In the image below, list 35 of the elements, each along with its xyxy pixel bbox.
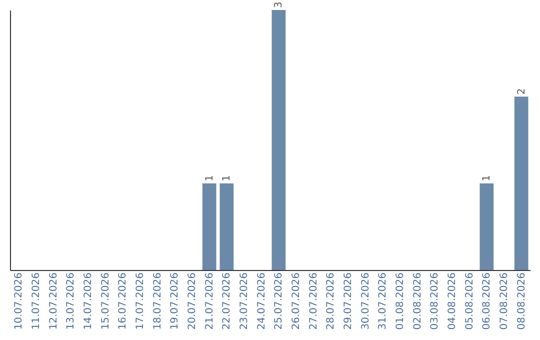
x-tick-label: 11.07.2026 — [31, 272, 42, 330]
x-tick-label: 08.08.2026 — [516, 272, 528, 330]
x-tick-label: 17.07.2026 — [135, 272, 146, 330]
data-label: 1 — [222, 174, 233, 182]
x-tick-label: 06.08.2026 — [482, 272, 493, 330]
x-tick-label: 31.07.2026 — [378, 272, 389, 330]
x-tick-label: 29.07.2026 — [343, 272, 354, 330]
x-tick-label: 15.07.2026 — [100, 272, 112, 330]
x-tick-label: 30.07.2026 — [360, 272, 372, 330]
x-tick-label: 25.07.2026 — [274, 272, 285, 330]
x-tick-label: 28.07.2026 — [326, 272, 337, 330]
x-tick-label: 12.07.2026 — [48, 272, 60, 330]
x-tick-label: 05.08.2026 — [464, 272, 476, 330]
data-label: 3 — [274, 2, 285, 8]
x-tick-label: 04.08.2026 — [447, 272, 458, 330]
x-tick-label: 20.07.2026 — [187, 272, 198, 330]
x-tick-label: 22.07.2026 — [222, 272, 233, 330]
x-tick-label: 10.07.2026 — [14, 272, 25, 330]
x-tick-label: 27.07.2026 — [308, 272, 320, 330]
x-tick-label: 01.08.2026 — [395, 272, 406, 330]
x-tick-label: 16.07.2026 — [118, 272, 129, 330]
x-tick-label: 19.07.2026 — [170, 272, 181, 330]
x-tick-label: 03.08.2026 — [430, 272, 441, 330]
x-tick-label: 02.08.2026 — [412, 272, 424, 330]
x-tick-label: 13.07.2026 — [66, 272, 77, 330]
x-tick-label: 21.07.2026 — [204, 272, 216, 330]
x-tick-label: 18.07.2026 — [152, 272, 164, 330]
data-label: 2 — [516, 88, 528, 95]
x-tick-label: 14.07.2026 — [83, 272, 94, 330]
x-tick-label: 24.07.2026 — [256, 272, 268, 330]
data-label: 1 — [204, 174, 216, 182]
x-tick-label: 26.07.2026 — [291, 272, 302, 330]
x-tick-label: 07.08.2026 — [499, 272, 510, 330]
x-tick-label: 23.07.2026 — [239, 272, 250, 330]
data-label: 1 — [482, 174, 493, 182]
